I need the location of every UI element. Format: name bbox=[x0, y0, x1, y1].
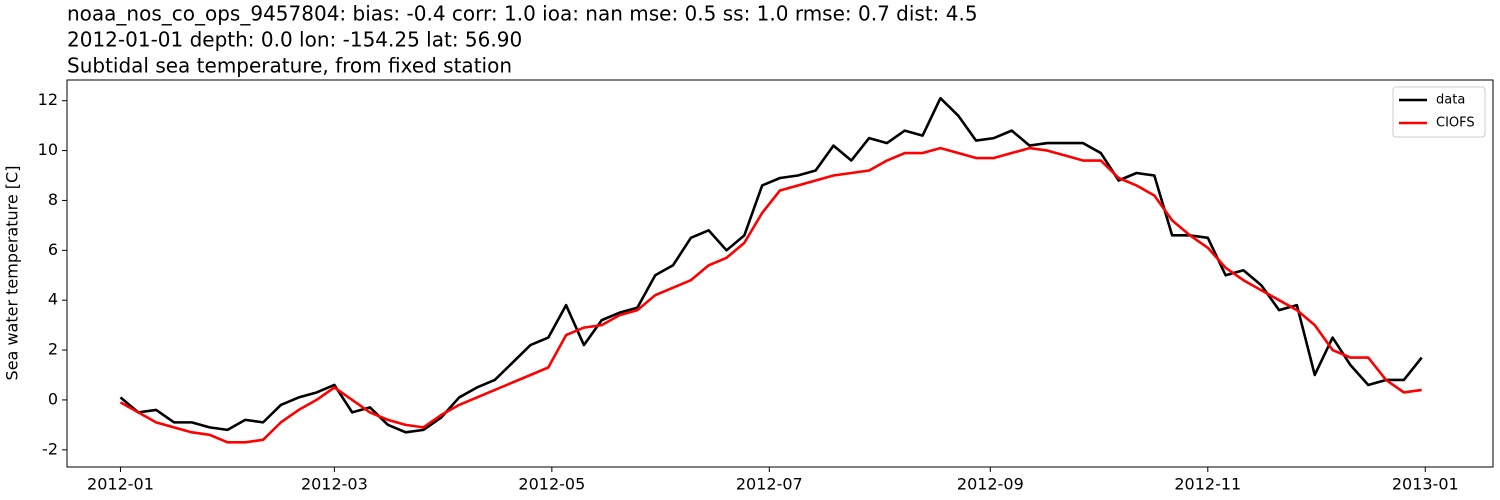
x-tick-label: 2012-01 bbox=[87, 475, 154, 494]
x-tick-label: 2013-01 bbox=[1392, 475, 1459, 494]
y-tick-label: 6 bbox=[48, 240, 58, 259]
y-tick-label: 12 bbox=[38, 90, 58, 109]
x-tick-label: 2012-09 bbox=[957, 475, 1024, 494]
chart-title: 2012-01-01 depth: 0.0 lon: -154.25 lat: … bbox=[67, 28, 522, 52]
y-axis-label: Sea water temperature [C] bbox=[3, 166, 22, 381]
legend: data CIOFS bbox=[1392, 86, 1486, 138]
chart-title: Subtidal sea temperature, from fixed sta… bbox=[67, 54, 512, 78]
y-tick-label: -2 bbox=[42, 439, 58, 458]
legend-label: CIOFS bbox=[1436, 116, 1475, 131]
y-tick-label: 4 bbox=[48, 290, 58, 309]
data-line bbox=[119, 146, 1422, 444]
x-tick-label: 2012-11 bbox=[1174, 475, 1241, 494]
x-tick-label: 2012-07 bbox=[736, 475, 803, 494]
x-tick-label: 2012-05 bbox=[518, 475, 585, 494]
chart-title: noaa_nos_co_ops_9457804: bias: -0.4 corr… bbox=[67, 2, 978, 26]
y-tick-label: 10 bbox=[38, 140, 58, 159]
y-tick-label: 8 bbox=[48, 190, 58, 209]
y-tick-label: 2 bbox=[48, 340, 58, 359]
y-tick-label: 0 bbox=[48, 389, 58, 408]
legend-label: data bbox=[1436, 93, 1465, 108]
plot-frame bbox=[66, 79, 1494, 468]
data-line bbox=[119, 96, 1423, 434]
x-tick-label: 2012-03 bbox=[301, 475, 368, 494]
